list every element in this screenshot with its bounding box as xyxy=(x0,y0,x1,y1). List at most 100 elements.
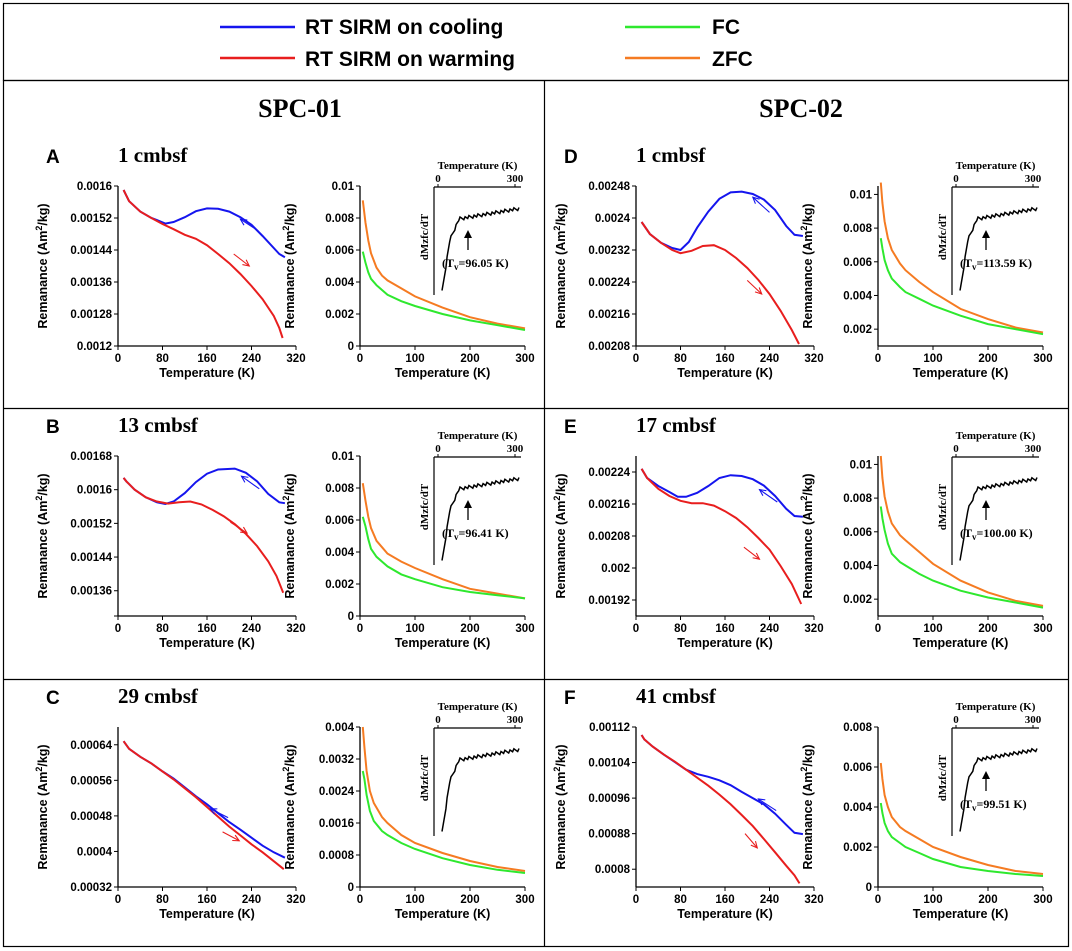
panel-b-fczfc-y-tick-label: 0.004 xyxy=(325,547,354,559)
panel-e-fczfc-x-axis-title: Temperature (K) xyxy=(913,636,1009,650)
panel-d-sirm-y-tick-label: 0.00248 xyxy=(588,181,630,193)
y-title-part: /kg) xyxy=(36,203,50,225)
panel-d-inset-x-title: Temperature (K) xyxy=(956,160,1036,172)
panel-d-sirm-x-axis-title: Temperature (K) xyxy=(677,366,773,380)
panel-d-sirm-y-tick-label: 0.00232 xyxy=(588,245,630,257)
panel-b-fczfc-y-tick-label: 0.006 xyxy=(325,515,354,527)
panel-e-fczfc-y-tick-label: 0.008 xyxy=(843,493,872,505)
panel-e-sirm-y-tick-label: 0.002 xyxy=(601,563,630,575)
panel-b-tv-arrow-head xyxy=(464,500,472,508)
panel-b-inset-y-title: dMzfc/dT xyxy=(419,483,431,530)
panel-b-sirm-x-axis-title: Temperature (K) xyxy=(159,636,255,650)
panel-c-inset-tick-label: 0 xyxy=(435,714,441,726)
plots: A 1 cmbsf 0 80 160 240 320 0.0012 0.00128 0.00136… xyxy=(34,143,1053,921)
y-title-part: Remanance (Am xyxy=(36,772,50,870)
panel-f-sirm-x-tick-label: 0 xyxy=(633,894,639,906)
panel-e-fczfc-y-tick-label: 0.004 xyxy=(843,560,872,572)
panel-e-inset-curve xyxy=(959,476,1038,561)
panel-c-sirm-x-tick-label: 320 xyxy=(286,894,305,906)
panel-d-fczfc-x-tick-label: 200 xyxy=(978,353,997,365)
panel-d-inset-bg xyxy=(950,157,1045,295)
panel-e-cooling-line xyxy=(640,468,803,518)
panel-b-inset: Temperature (K)0 300 dMzfc/dT (Tv=96.41 K) xyxy=(419,427,527,565)
panel-a-fczfc-y-tick-label: 0.002 xyxy=(325,309,354,321)
panel-a-zfc-line xyxy=(361,200,526,330)
panel-c-cooling-arrow xyxy=(210,808,229,819)
panel-f-sirm-y-axis-title: Remanance (Am2/kg) xyxy=(552,744,568,869)
panel-d-fczfc-y-tick-label: 0.004 xyxy=(843,290,872,302)
panel-c-fczfc-x-tick-label: 300 xyxy=(515,894,534,906)
panel-e-sirm-y-tick-label: 0.00192 xyxy=(588,595,630,607)
panel-b-sirm-x-tick-label: 160 xyxy=(197,623,216,635)
panel-c-fczfc-y-tick-label: 0.004 xyxy=(325,722,354,734)
panel-b-cooling-arrow xyxy=(241,475,260,490)
panel-f-cooling-line xyxy=(640,734,804,836)
tv-prefix: (T xyxy=(960,526,972,540)
tv-prefix: (T xyxy=(960,797,972,811)
y-title-part: /kg) xyxy=(801,744,815,766)
panel-e-tv-label: (Tv=100.00 K) xyxy=(960,526,1033,542)
panel-b-depth-label: 13 cmbsf xyxy=(118,413,199,437)
panel-a-fczfc-x-tick-label: 300 xyxy=(515,353,534,365)
panel-e-warming-arrow xyxy=(743,546,760,560)
panel-e-cooling-arrow xyxy=(759,489,778,503)
panel-c-letter: C xyxy=(46,688,60,709)
panel-c-fczfc-x-tick-label: 100 xyxy=(405,894,424,906)
panel-b-fczfc-y-tick-label: 0 xyxy=(348,611,354,623)
panel-d-warming-arrow-head xyxy=(754,287,763,295)
legend-frame xyxy=(2,2,1070,82)
panel-e-inset: Temperature (K)0 300 dMzfc/dT (Tv=100.00 K) xyxy=(937,427,1045,565)
panel-f-tv-arrow-head xyxy=(982,771,990,779)
y-title-part: Remanance (Am xyxy=(283,772,297,870)
panel-f-fczfc-y-tick-label: 0.008 xyxy=(843,722,872,734)
tv-value: =113.59 K) xyxy=(977,256,1033,270)
tv-value: =96.41 K) xyxy=(459,526,509,540)
panel-c-sirm-y-tick-label: 0.00048 xyxy=(70,811,112,823)
y-title-sup: 2 xyxy=(799,496,809,501)
panel-f-inset-bg xyxy=(950,698,1045,836)
panel-f-warming-arrow xyxy=(744,833,758,849)
panel-c-sirm-y-tick-label: 0.0004 xyxy=(77,846,113,858)
panel-c-fczfc-y-tick-label: 0.0024 xyxy=(319,786,355,798)
panel-c-inset-bg xyxy=(432,698,527,836)
panel-a-sirm-y-tick-label: 0.0016 xyxy=(77,181,112,193)
panel-f-sirm-x-tick-label: 320 xyxy=(804,894,823,906)
panel-c-fczfc-y-tick-label: 0.0016 xyxy=(319,818,354,830)
panel-e-sirm-x-axis-title: Temperature (K) xyxy=(677,636,773,650)
panel-a-tv-arrow-head xyxy=(464,230,472,238)
panel-a-sirm-y-tick-label: 0.00136 xyxy=(70,277,112,289)
panel-e-sirm-x-tick-label: 160 xyxy=(715,623,734,635)
panel-e-zfc-line xyxy=(879,455,1044,607)
y-title-sup: 2 xyxy=(281,767,291,772)
panel-c-inset-tick-label: 300 xyxy=(507,714,524,726)
panel-f-sirm-y-tick-label: 0.00112 xyxy=(589,722,630,734)
y-title-part: /kg) xyxy=(554,203,568,225)
panel-d-cooling-line xyxy=(640,190,804,252)
panel-c-zfc-line xyxy=(361,726,526,872)
panel-f-warming-line xyxy=(640,734,801,884)
panel-a-sirm-x-axis-title: Temperature (K) xyxy=(159,366,255,380)
panel-b-fc-line xyxy=(361,516,526,600)
panel-b-sirm-x-tick-label: 80 xyxy=(156,623,169,635)
panel-f-sirm-x-axis-title: Temperature (K) xyxy=(677,907,773,921)
panel-c-sirm-y-tick-label: 0.00056 xyxy=(70,775,112,787)
y-title-sup: 2 xyxy=(281,226,291,231)
panel-a-sirm-y-tick-label: 0.00144 xyxy=(70,245,112,257)
panel-a-fczfc-y-tick-label: 0.004 xyxy=(325,277,354,289)
panel-f-warming-arrow-head xyxy=(750,840,759,849)
panel-a-inset-bg xyxy=(432,157,527,295)
panel-f-zfc-line xyxy=(879,762,1044,875)
panel-e-letter: E xyxy=(564,417,577,438)
panel-b-inset-tick-label: 300 xyxy=(507,443,524,455)
tv-value: =100.00 K) xyxy=(977,526,1033,540)
panel-a-sirm-x-tick-label: 160 xyxy=(197,353,216,365)
panel-d-fczfc-x-tick-label: 0 xyxy=(875,353,881,365)
panel-e-fczfc-x-tick-label: 100 xyxy=(923,623,942,635)
panel-b-fczfc-x-tick-label: 100 xyxy=(405,623,424,635)
panel-e-inset-y-title: dMzfc/dT xyxy=(937,483,949,530)
panel-b-warming-arrow xyxy=(230,521,248,534)
panel-d-sirm-y-tick-label: 0.00216 xyxy=(588,309,630,321)
panel-f-inset-tick-label: 300 xyxy=(1025,714,1042,726)
panel-b-inset-tick-label: 0 xyxy=(435,443,441,455)
panel-d-warming-arrow xyxy=(746,279,763,295)
